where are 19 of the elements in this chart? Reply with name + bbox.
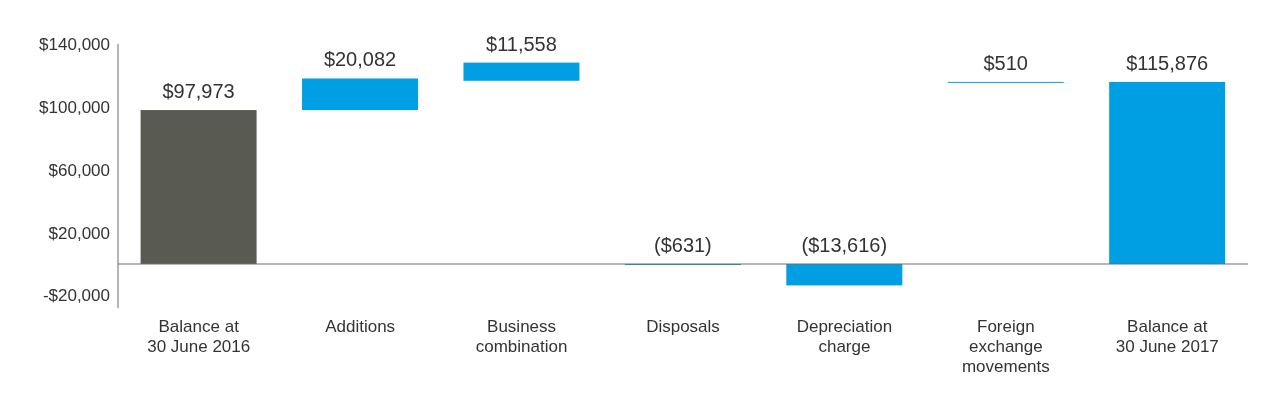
data-label: $510 [983,51,1028,74]
data-label: $11,558 [486,32,557,55]
x-tick-label: Balance at 30 June 2017 [1115,317,1219,356]
x-tick-label: Additions [325,317,396,336]
x-tick-label: Foreign exchange movements [961,317,1050,376]
data-label: $20,082 [323,48,397,71]
data-label: $97,973 [162,80,235,103]
data-label: $115,876 [1126,51,1209,74]
y-tick-label: -$20,000 [42,286,110,306]
x-tick-label: Balance at 30 June 2016 [147,317,251,356]
y-tick-label: $20,000 [48,223,110,243]
y-tick-label: $100,000 [39,97,110,117]
y-tick-label: $60,000 [48,160,110,180]
data-label: ($13,616) [801,234,888,256]
x-tick-label: Business combination [475,317,568,356]
x-tick-label: Disposals [646,317,720,336]
data-label: ($631) [653,234,712,256]
x-tick-label: Depreciation charge [796,317,893,356]
y-tick-label: $140,000 [39,35,110,55]
